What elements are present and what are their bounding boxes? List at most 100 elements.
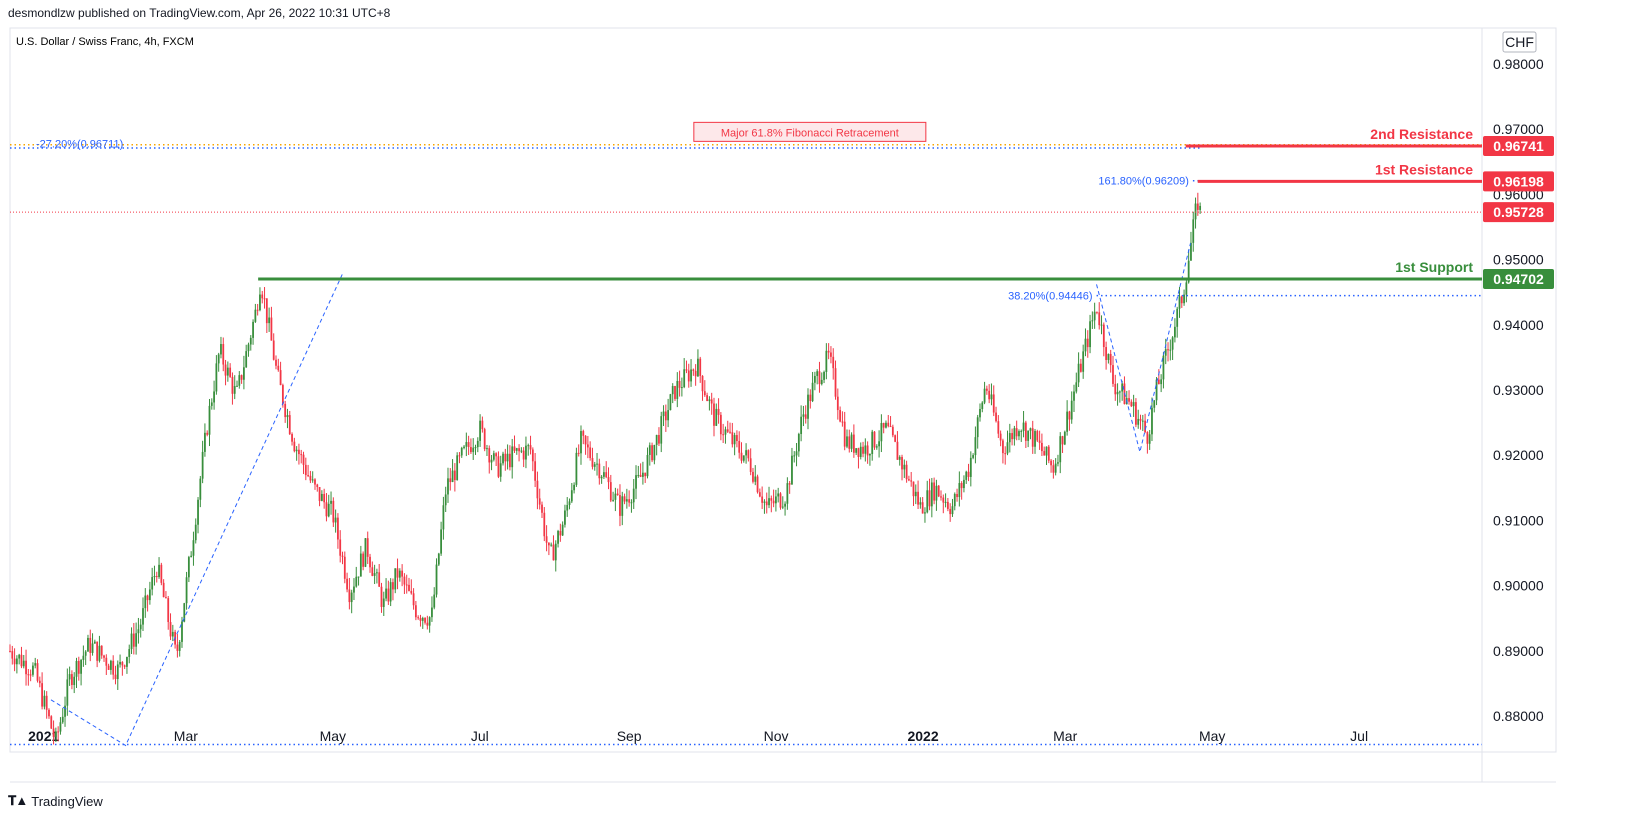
candle-body <box>204 432 206 452</box>
candle-body <box>252 321 254 338</box>
candle-body <box>233 386 236 394</box>
candle-body <box>1050 460 1052 466</box>
candle-body <box>1004 453 1007 455</box>
candle-body <box>1169 349 1172 351</box>
candle-body <box>708 399 711 402</box>
candle-body <box>639 474 642 477</box>
candle-body <box>1112 365 1114 384</box>
y-tick-label: 0.92000 <box>1493 447 1544 463</box>
candle-body <box>706 395 709 402</box>
candle-body <box>369 556 371 568</box>
candle-body <box>318 487 321 501</box>
candle-body <box>999 433 1002 441</box>
candle-body <box>1164 349 1167 356</box>
candle-body <box>926 490 929 513</box>
x-tick-label: Jul <box>1350 728 1368 744</box>
candle-body <box>1114 383 1117 395</box>
x-tick-label: Sep <box>617 728 642 744</box>
fib-trend-line[interactable] <box>50 273 343 747</box>
candle-body <box>976 417 979 438</box>
candle-body <box>577 452 580 454</box>
candle-body <box>238 375 241 386</box>
y-tick-label: 0.95000 <box>1493 252 1544 268</box>
candle-body <box>109 660 112 670</box>
candle-body <box>680 387 683 389</box>
candle-body <box>424 617 426 623</box>
fib-level-label: 38.20%(0.94446) <box>1008 291 1092 303</box>
candle-body <box>80 659 82 674</box>
candle-body <box>1141 420 1144 422</box>
candle-body <box>472 447 475 453</box>
candle-body <box>396 568 399 578</box>
candle-body <box>570 490 573 502</box>
candle-body <box>756 476 759 493</box>
candle-body <box>339 539 342 556</box>
candle-body <box>9 650 11 652</box>
candle-body <box>499 463 502 477</box>
candle-body <box>1084 338 1087 352</box>
candle-body <box>974 437 977 456</box>
candle-body <box>908 479 910 481</box>
candle-body <box>850 434 853 449</box>
candle-body <box>87 637 89 652</box>
candle-body <box>428 617 431 626</box>
currency-button[interactable] <box>1502 31 1537 53</box>
candle-body <box>506 453 509 462</box>
candle-body <box>155 576 158 578</box>
candle-body <box>742 455 745 461</box>
candle-body <box>568 501 571 505</box>
price-tag-label: 0.96198 <box>1493 173 1544 189</box>
candle-body <box>334 517 337 523</box>
candle-body <box>903 464 906 470</box>
candle-body <box>144 595 147 609</box>
candle-body <box>272 340 275 360</box>
candle-body <box>809 394 812 402</box>
symbol-title: U.S. Dollar / Swiss Franc, 4h, FXCM <box>16 36 194 48</box>
candle-body <box>148 589 151 601</box>
candle-body <box>508 453 511 468</box>
candle-body <box>953 493 956 507</box>
candle-body <box>240 375 243 380</box>
candle-body <box>208 405 211 435</box>
candle-body <box>678 380 681 388</box>
candle-body <box>946 501 949 509</box>
candle-body <box>254 309 257 322</box>
candle-body <box>846 436 848 447</box>
candle-body <box>41 683 44 707</box>
level-label: 1st Resistance <box>1375 161 1473 177</box>
candle-body <box>36 663 39 681</box>
candle-body <box>320 493 323 501</box>
candle-body <box>715 408 718 426</box>
candle-body <box>22 660 25 667</box>
candle-body <box>561 524 564 536</box>
candle-body <box>71 674 73 686</box>
fib-trend-line[interactable] <box>1096 243 1191 453</box>
candle-body <box>1180 296 1183 304</box>
candle-body <box>914 491 917 497</box>
candle-body <box>364 538 367 567</box>
candle-body <box>444 494 447 506</box>
candle-body <box>281 385 284 404</box>
candle-body <box>45 695 48 710</box>
candle-body <box>1054 463 1057 473</box>
candle-body <box>389 582 392 602</box>
candle-body <box>38 680 41 684</box>
candle-body <box>921 502 924 514</box>
annotation-box[interactable] <box>693 121 927 142</box>
candle-body <box>82 655 85 660</box>
candle-body <box>34 663 37 666</box>
candle-body <box>1167 349 1169 351</box>
candle-body <box>596 463 598 465</box>
candle-body <box>1139 418 1142 421</box>
candle-body <box>559 530 562 536</box>
candle-body <box>745 450 747 456</box>
candle-body <box>1077 363 1080 383</box>
candle-body <box>288 415 291 435</box>
candle-body <box>1091 320 1094 322</box>
candle-body <box>625 499 628 502</box>
candle-body <box>1020 430 1023 432</box>
candle-body <box>697 358 699 377</box>
candle-body <box>169 622 172 637</box>
candle-body <box>869 454 871 456</box>
